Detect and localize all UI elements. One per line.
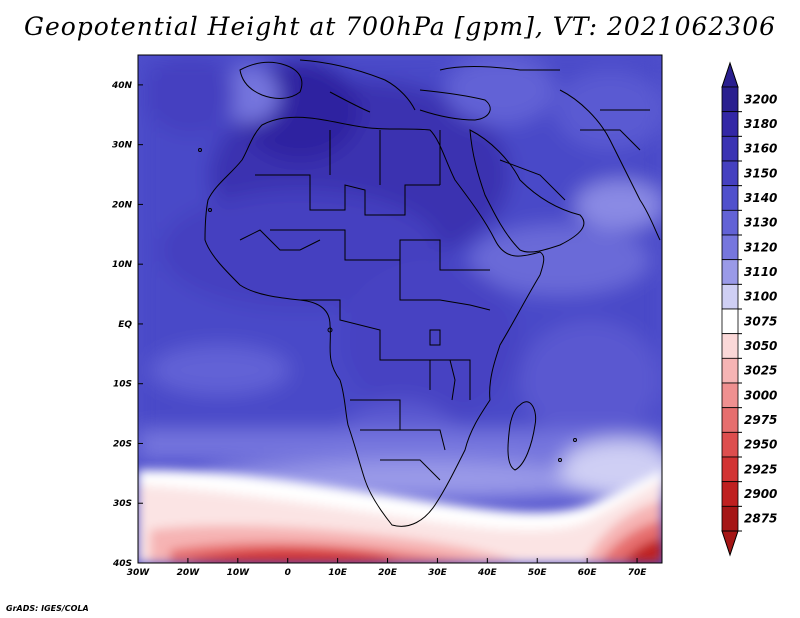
lon-tick-label: 20E <box>378 568 398 578</box>
colorbar-label: 2975 <box>744 413 777 427</box>
colorbar: 3200 3180 3160 3150 3140 3130 3120 3110 3100 3075… <box>721 61 777 557</box>
colorbar-swatch <box>721 407 739 433</box>
colorbar-bottom-arrow <box>721 530 739 557</box>
colorbar-swatch <box>721 234 739 261</box>
colorbar-label: 3120 <box>744 240 777 254</box>
lon-tick-label: 30W <box>127 568 151 578</box>
colorbar-label: 3100 <box>744 290 777 304</box>
lat-tick-label: 10S <box>113 380 132 390</box>
colorbar-swatch <box>721 456 739 483</box>
lon-tick-label: 0 <box>285 568 291 578</box>
lon-tick-label: 60E <box>578 568 598 578</box>
colorbar-swatch <box>721 111 739 137</box>
colorbar-swatch <box>721 431 739 458</box>
lon-tick-label: 40E <box>477 568 498 578</box>
height-field <box>138 55 662 563</box>
colorbar-swatch <box>721 333 739 359</box>
longitude-axis: 30W 20W 10W 0 10E 20E 30E 40E 50E 60E 70E <box>127 558 647 578</box>
colorbar-label: 3050 <box>744 339 777 353</box>
plot-frame <box>137 54 663 564</box>
colorbar-swatch <box>721 259 739 285</box>
colorbar-swatch <box>721 160 739 187</box>
lat-tick-label: 30S <box>113 499 132 509</box>
colorbar-label: 3180 <box>744 117 777 131</box>
colorbar-label: 3130 <box>744 216 777 230</box>
lon-tick-label: 10W <box>227 568 251 578</box>
colorbar-top-arrow <box>721 61 739 88</box>
lon-tick-label: 20W <box>177 568 201 578</box>
credit-label: GrADS: IGES/COLA <box>6 604 89 613</box>
colorbar-label: 3000 <box>744 388 777 402</box>
lon-tick-label: 10E <box>328 568 348 578</box>
colorbar-label: 2925 <box>744 462 777 476</box>
colorbar-label: 3075 <box>744 314 777 328</box>
lat-tick-label: 40S <box>112 559 132 569</box>
colorbar-swatch <box>721 308 739 335</box>
colorbar-label: 3160 <box>744 142 777 156</box>
lat-tick-label: 20S <box>113 439 132 449</box>
colorbar-label: 3025 <box>744 364 777 378</box>
colorbar-swatch <box>721 283 739 310</box>
colorbar-swatch <box>721 382 739 409</box>
lat-tick-label: 20N <box>112 200 133 210</box>
colorbar-swatch <box>721 209 739 236</box>
latitude-axis: 40N 30N 20N 10N EQ 10S 20S 30S 40S <box>111 81 143 569</box>
map-title: Geopotential Height at 700hPa [gpm], VT:… <box>23 12 777 41</box>
colorbar-label: 2950 <box>744 438 777 452</box>
lat-tick-label: 40N <box>111 81 133 91</box>
colorbar-swatch <box>721 357 739 384</box>
colorbar-label: 3110 <box>744 265 777 279</box>
colorbar-swatch <box>721 481 739 507</box>
colorbar-label: 3200 <box>744 92 777 106</box>
colorbar-label: 2900 <box>744 487 777 501</box>
coastlines <box>198 59 661 527</box>
lon-tick-label: 50E <box>528 568 548 578</box>
lon-tick-label: 30E <box>428 568 448 578</box>
colorbar-label: 3150 <box>744 166 777 180</box>
colorbar-swatch <box>721 505 739 532</box>
lat-tick-label: 30N <box>112 141 133 151</box>
colorbar-swatch <box>721 135 739 162</box>
lon-tick-label: 70E <box>628 568 648 578</box>
lat-tick-label: 10N <box>112 260 133 270</box>
colorbar-label: 3140 <box>744 191 777 205</box>
lat-tick-label: EQ <box>118 320 132 330</box>
colorbar-swatch <box>721 86 739 113</box>
colorbar-label: 2875 <box>744 512 777 526</box>
colorbar-swatch <box>721 185 739 211</box>
